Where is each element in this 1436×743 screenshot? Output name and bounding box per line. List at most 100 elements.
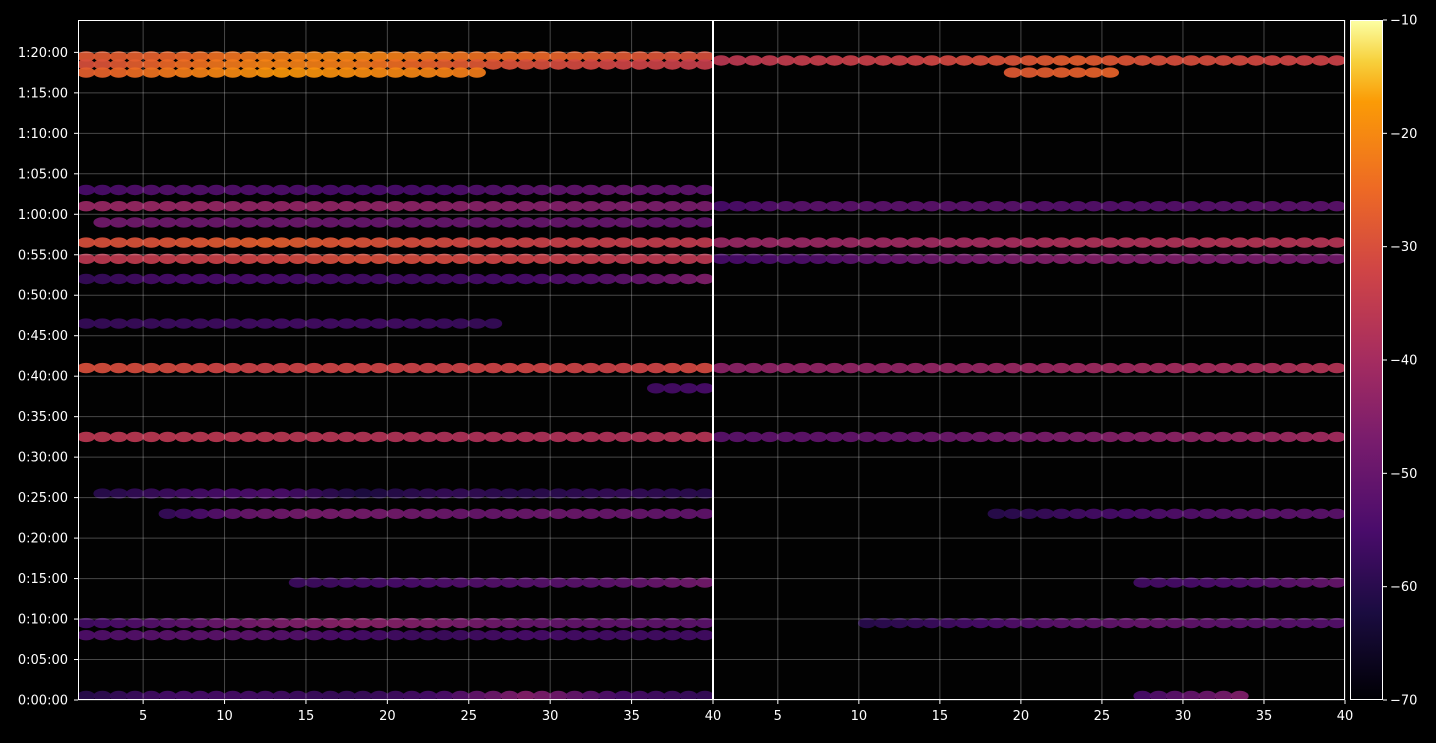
heat-cell: [1182, 237, 1201, 248]
heat-cell: [402, 318, 421, 329]
heat-cell: [256, 273, 275, 285]
heat-cell: [1036, 55, 1055, 66]
heat-cell: [500, 59, 519, 70]
heat-cell: [598, 253, 617, 264]
heat-cell: [971, 201, 990, 212]
heat-cell: [78, 237, 96, 248]
colorbar-tick-label: −60: [1390, 580, 1417, 595]
heat-cell: [321, 201, 340, 212]
heat-cell: [142, 217, 161, 228]
heat-cell: [305, 237, 324, 248]
y-tick-label: 1:20:00: [18, 46, 68, 61]
heat-cell: [906, 431, 925, 443]
x-tick-label: 20: [379, 709, 396, 724]
heat-cell: [1068, 67, 1087, 78]
heat-cell: [467, 690, 486, 700]
heat-cell: [353, 431, 372, 443]
heat-cell: [1295, 362, 1314, 374]
heat-cell: [174, 67, 193, 78]
heat-cell: [1117, 237, 1136, 248]
heat-cell: [93, 362, 112, 374]
heat-cell: [126, 184, 144, 196]
y-tick-label: 0:15:00: [18, 572, 68, 587]
heat-cell: [1246, 577, 1265, 588]
heat-cell: [1230, 508, 1249, 519]
heat-cell: [451, 617, 470, 629]
heat-cell: [695, 488, 713, 499]
heat-cell: [939, 55, 957, 66]
heat-cell: [630, 237, 649, 248]
heat-cell: [386, 51, 405, 62]
heat-cell: [142, 488, 161, 499]
heat-cell: [1084, 508, 1103, 519]
heat-cell: [614, 690, 633, 700]
heat-cell: [174, 253, 193, 264]
heat-cell: [614, 184, 633, 196]
heat-cell: [321, 237, 340, 248]
heat-cell: [272, 431, 291, 443]
heat-cell: [93, 488, 112, 499]
heat-cell: [776, 362, 795, 374]
heat-cell: [630, 59, 649, 70]
heat-cell: [288, 51, 307, 62]
heat-cell: [191, 617, 210, 629]
heat-cell: [614, 617, 633, 629]
heat-cell: [516, 362, 535, 374]
heat-cell: [240, 273, 258, 285]
heat-cell: [971, 362, 990, 374]
heat-cell: [93, 51, 112, 62]
heat-cell: [467, 67, 486, 78]
heat-cell: [207, 617, 226, 629]
heat-cell: [256, 488, 275, 499]
heat-cell: [272, 488, 291, 499]
heat-cell: [1068, 617, 1087, 629]
heat-cell: [1279, 508, 1298, 519]
heat-cell: [647, 184, 665, 196]
y-tick-label: 0:05:00: [18, 653, 68, 668]
heat-cell: [353, 617, 372, 629]
heat-cell: [1327, 237, 1345, 248]
heat-cell: [305, 217, 324, 228]
heat-cell: [663, 184, 682, 196]
heat-cell: [1149, 577, 1168, 588]
heat-cell: [272, 67, 291, 78]
heat-cell: [1263, 253, 1282, 264]
heat-cell: [533, 630, 551, 641]
heat-cell: [467, 184, 486, 196]
heat-cell: [1182, 253, 1201, 264]
heat-cell: [647, 431, 665, 443]
y-tick-label: 0:25:00: [18, 491, 68, 506]
heat-cell: [191, 59, 210, 70]
heat-cell: [663, 508, 682, 519]
heat-cell: [321, 51, 340, 62]
heat-cell: [1133, 55, 1152, 66]
heat-cell: [1230, 237, 1249, 248]
heat-cell: [288, 184, 307, 196]
heat-cell: [695, 273, 713, 285]
heat-cell: [158, 67, 177, 78]
heat-cell: [1246, 508, 1265, 519]
heat-cell: [305, 67, 324, 78]
heat-cell: [1052, 67, 1071, 78]
heat-cell: [240, 488, 258, 499]
heat-cell: [695, 237, 713, 248]
heat-cell: [337, 67, 356, 78]
heat-cell: [191, 318, 210, 329]
heat-cell: [256, 184, 275, 196]
heat-cell: [1311, 253, 1330, 264]
heat-cell: [906, 362, 925, 374]
heat-row: [713, 201, 1345, 212]
heat-cell: [565, 577, 584, 588]
heat-cell: [1020, 617, 1038, 629]
heat-cell: [549, 617, 568, 629]
heat-cell: [647, 617, 665, 629]
heat-cell: [549, 253, 568, 264]
heat-cell: [1182, 431, 1201, 443]
heat-cell: [288, 237, 307, 248]
heat-cell: [158, 617, 177, 629]
heat-cell: [256, 630, 275, 641]
heat-cell: [93, 201, 112, 212]
heat-row: [857, 617, 1345, 629]
heat-cell: [549, 201, 568, 212]
heat-cell: [321, 253, 340, 264]
